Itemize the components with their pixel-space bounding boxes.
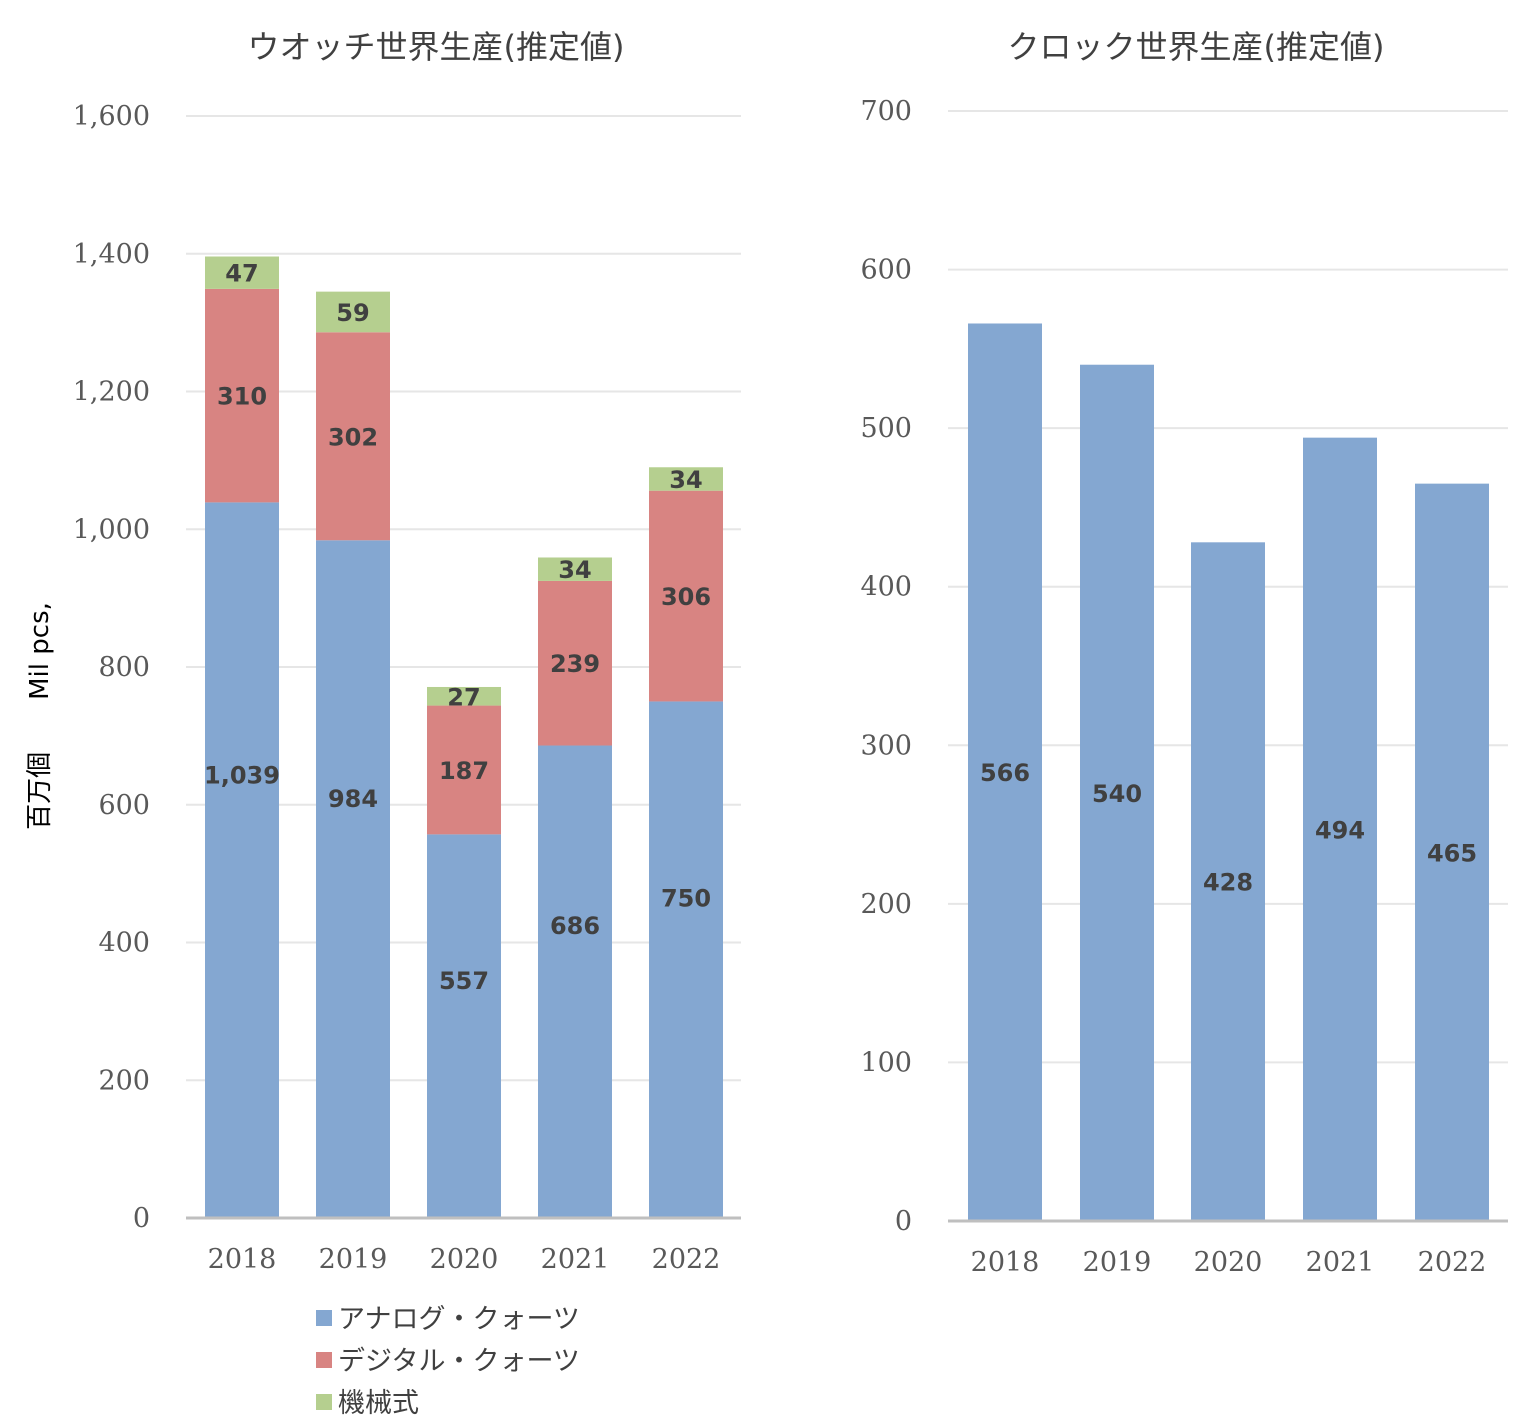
y-tick-label: 700 [860,96,912,127]
watch-chart-title: ウオッチ世界生産(推定値) [248,28,625,66]
x-tick-label: 2019 [1083,1247,1152,1278]
bar-segment [1303,437,1377,1222]
clock-chart: 0 100 200 300 400 500 600 700 566 540 428 494 465 201… [860,96,1508,1278]
y-tick-label: 500 [860,413,912,444]
bar-segment [1191,542,1265,1221]
bar-segment [205,502,279,1218]
x-tick-label: 2020 [430,1244,499,1275]
bar-segment [205,256,279,289]
bar-segment [427,834,501,1218]
data-label: 310 [217,383,267,411]
bar-segment [538,745,612,1218]
data-label: 306 [661,583,711,611]
y-tick-label: 300 [860,730,912,761]
bar-segment [538,557,612,581]
data-label: 686 [550,912,600,940]
data-label: 566 [980,759,1030,787]
y-tick-label: 1,400 [73,239,150,270]
legend-swatch [316,1310,332,1326]
bar-segment [649,467,723,491]
bar-segment [316,332,390,541]
legend-swatch [316,1352,332,1368]
x-tick-label: 2018 [971,1247,1040,1278]
y-tick-label: 1,000 [73,514,150,545]
data-label: 540 [1092,780,1142,808]
legend-swatch [316,1394,332,1410]
data-label: 428 [1203,869,1253,897]
data-label: 984 [328,785,378,813]
bar-segment [316,291,390,333]
x-tick-label: 2021 [541,1244,610,1275]
y-tick-label: 600 [98,790,150,821]
x-tick-label: 2022 [1418,1247,1487,1278]
x-tick-label: 2022 [652,1244,721,1275]
bar-segment [649,701,723,1218]
bar-segment [1415,483,1489,1222]
y-tick-label: 400 [98,928,150,959]
bar-segment [649,490,723,702]
data-label: 34 [558,556,591,584]
y-tick-label: 200 [98,1065,150,1096]
y-tick-label: 0 [895,1206,912,1237]
x-tick-label: 2019 [319,1244,388,1275]
data-label: 187 [439,757,489,785]
y-tick-label: 800 [98,652,150,683]
data-label: 302 [328,423,378,451]
bar-segment [316,540,390,1218]
y-tick-label: 200 [860,889,912,920]
x-tick-label: 2018 [208,1244,277,1275]
x-tick-label: 2020 [1194,1247,1263,1278]
data-label: 34 [669,466,702,494]
data-label: 557 [439,967,489,995]
y-tick-label: 100 [860,1047,912,1078]
x-tick-label: 2021 [1306,1247,1375,1278]
y-tick-label: 1,600 [73,101,150,132]
data-label: 750 [661,885,711,913]
y-tick-label: 1,200 [73,377,150,408]
bar-segment [427,686,501,706]
legend-label: 機械式 [338,1388,419,1419]
clock-chart-title: クロック世界生産(推定値) [1008,28,1385,66]
y-axis-label: 百万個 Mil pcs, [25,602,55,830]
data-label: 239 [550,650,600,678]
legend-label: デジタル・クォーツ [338,1346,580,1377]
bar-segment [427,705,501,835]
data-label: 494 [1315,816,1365,844]
data-label: 1,039 [204,761,280,789]
legend-label: アナログ・クォーツ [338,1304,580,1335]
y-tick-label: 0 [133,1203,150,1234]
data-label: 47 [225,260,258,288]
y-tick-label: 400 [860,572,912,603]
data-label: 59 [336,299,369,327]
data-label: 465 [1427,839,1477,867]
bar-segment [538,580,612,746]
bar-segment [205,288,279,503]
y-tick-label: 600 [860,255,912,286]
bar-segment [1080,364,1154,1221]
watch-chart: 0 200 400 600 800 1,000 1,200 1,400 1,600 1,039 98… [73,101,741,1275]
data-label: 27 [447,683,480,711]
bar-segment [968,323,1042,1221]
